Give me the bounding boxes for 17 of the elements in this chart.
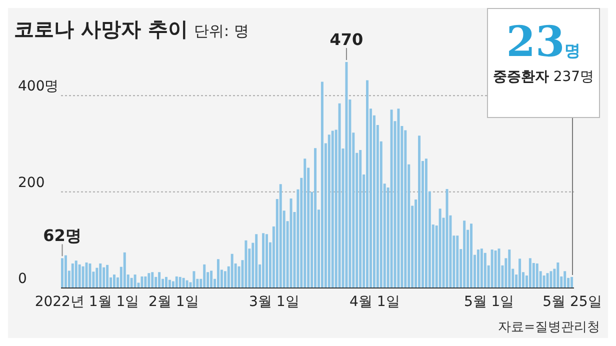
- y-tick-label: 0: [18, 271, 27, 287]
- x-tick-label: 3월 1일: [249, 294, 300, 310]
- data-label: 470: [330, 30, 364, 49]
- text: 자료=질병관리청: [498, 319, 600, 336]
- chart-subtitle: 단위: 명: [194, 22, 249, 40]
- callout-box: 23명 중증환자 237명: [487, 8, 600, 118]
- data-label: 62명: [43, 226, 82, 246]
- y-tick-label: 400명: [18, 78, 59, 95]
- annotation: 23명: [506, 17, 581, 66]
- annotation: 중증환자 237명: [492, 68, 596, 86]
- y-tick-label: 200: [18, 174, 45, 191]
- x-tick-label: 2월 1일: [148, 294, 199, 310]
- x-tick-label: 2022년 1월 1일: [34, 294, 140, 310]
- chart-title: 코로나 사망자 추이: [14, 17, 188, 41]
- x-tick-label: 4월 1일: [350, 294, 400, 310]
- x-tick-label: 5월 1일: [464, 294, 514, 310]
- x-tick-label: 5월 25일: [542, 294, 602, 310]
